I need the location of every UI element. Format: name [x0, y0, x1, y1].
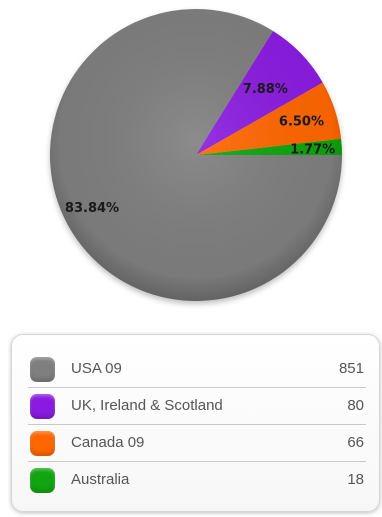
legend-value-australia: 18 — [347, 471, 364, 488]
legend-item-usa: USA 09 851 — [28, 351, 366, 388]
pie-chart-svg: 1.77% 6.50% 7.88% 83.84% — [49, 8, 343, 301]
legend-label-canada: Canada 09 — [71, 434, 145, 451]
pie-label-australia: 1.77% — [290, 142, 335, 157]
legend-item-canada: Canada 09 66 — [28, 425, 366, 462]
pie-labels: 1.77% 6.50% 7.88% 83.84% — [65, 82, 335, 216]
legend-item-uk: UK, Ireland & Scotland 80 — [28, 388, 366, 425]
legend-label-uk: UK, Ireland & Scotland — [71, 397, 223, 414]
pie-label-usa-09: 83.84% — [65, 201, 119, 216]
pie-chart: 1.77% 6.50% 7.88% 83.84% — [49, 8, 343, 301]
legend-value-usa: 851 — [338, 360, 364, 377]
legend-swatch-australia — [30, 468, 55, 493]
legend: USA 09 851 UK, Ireland & Scotland 80 Can… — [11, 334, 380, 512]
legend-swatch-uk — [30, 394, 55, 419]
pie-label-canada-09: 6.50% — [279, 115, 324, 130]
legend-value-uk: 80 — [347, 397, 364, 414]
legend-item-australia: Australia 18 — [28, 462, 366, 499]
legend-swatch-canada — [30, 431, 55, 456]
legend-value-canada: 66 — [347, 434, 364, 451]
legend-label-usa: USA 09 — [71, 360, 122, 377]
legend-label-australia: Australia — [71, 471, 130, 488]
pie-label-uk-ireland-scotland: 7.88% — [243, 82, 288, 97]
legend-swatch-usa — [30, 357, 55, 382]
